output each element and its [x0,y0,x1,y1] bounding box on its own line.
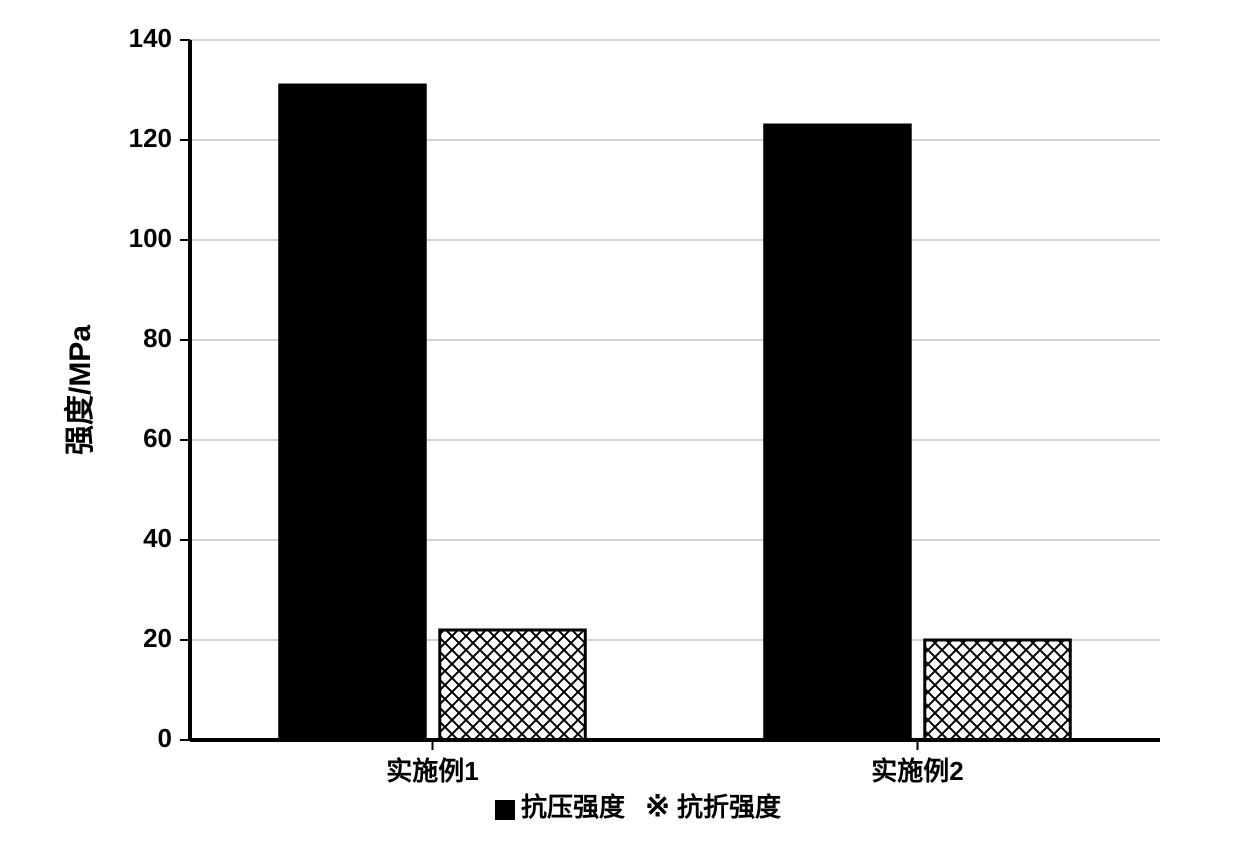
legend-label-compressive: 抗压强度 [521,792,625,822]
y-tick-label: 0 [158,723,172,753]
y-tick-label: 80 [143,323,172,353]
y-tick-label: 20 [143,623,172,653]
y-tick-label: 40 [143,523,172,553]
y-tick-label: 120 [129,123,172,153]
y-tick-label: 100 [129,223,172,253]
bar-compressive-strength [765,125,911,740]
x-tick-label: 实施例1 [386,756,478,786]
x-tick-label: 实施例2 [871,756,963,786]
strength-bar-chart: 0 20 40 60 80 100 120 140 强度/MPa 实施例1 实施例2 抗压强度 ※抗折强… [60,20,1180,840]
y-tick-label: 140 [129,23,172,53]
bar-flexural-strength [925,640,1071,740]
legend-label-flexural: 抗折强度 [677,792,781,822]
legend-swatch-compressive [495,800,515,820]
bar-compressive-strength [280,85,426,740]
bar-flexural-strength [440,630,586,740]
legend-swatch-flexural: ※ [645,790,670,823]
y-tick-label: 60 [143,423,172,453]
y-axis-label: 强度/MPa [64,325,97,455]
